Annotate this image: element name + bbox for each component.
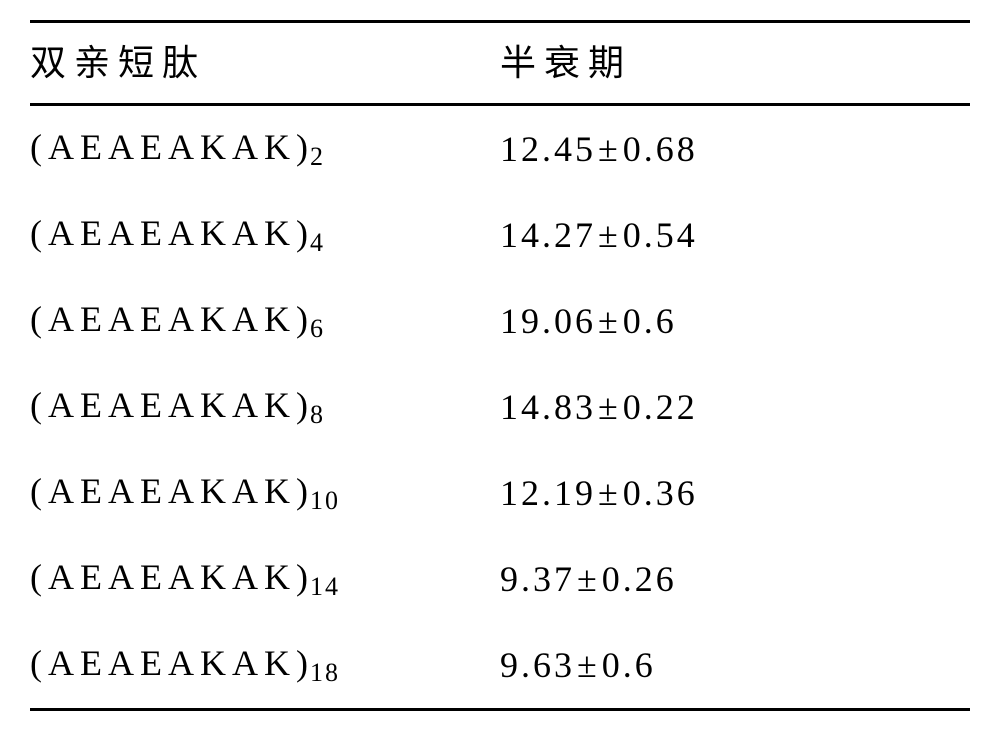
peptide-cell: (AEAEAKAK)14 bbox=[30, 536, 500, 622]
peptide-cell: (AEAEAKAK)6 bbox=[30, 278, 500, 364]
peptide-cell: (AEAEAKAK)10 bbox=[30, 450, 500, 536]
peptide-halflife-table-container: 双亲短肽 半衰期 (AEAEAKAK)2 12.45±0.68 (AEAEAKA… bbox=[0, 0, 1000, 741]
peptide-cell: (AEAEAKAK)4 bbox=[30, 192, 500, 278]
halflife-mean: 19.06 bbox=[500, 301, 596, 341]
peptide-base-text: (AEAEAKAK) bbox=[30, 385, 314, 425]
peptide-base-text: (AEAEAKAK) bbox=[30, 127, 314, 167]
table-row: (AEAEAKAK)14 9.37±0.26 bbox=[30, 536, 970, 622]
halflife-mean: 9.63 bbox=[500, 645, 575, 685]
table-row: (AEAEAKAK)6 19.06±0.6 bbox=[30, 278, 970, 364]
plus-minus-icon: ± bbox=[596, 194, 623, 276]
halflife-sd: 0.36 bbox=[623, 473, 698, 513]
plus-minus-icon: ± bbox=[596, 452, 623, 534]
peptide-subscript: 6 bbox=[310, 314, 325, 343]
table-header-row: 双亲短肽 半衰期 bbox=[30, 22, 970, 105]
plus-minus-icon: ± bbox=[596, 280, 623, 362]
peptide-halflife-table: 双亲短肽 半衰期 (AEAEAKAK)2 12.45±0.68 (AEAEAKA… bbox=[30, 20, 970, 711]
halflife-cell: 9.37±0.26 bbox=[500, 536, 970, 622]
halflife-mean: 12.45 bbox=[500, 129, 596, 169]
halflife-cell: 12.45±0.68 bbox=[500, 105, 970, 193]
halflife-cell: 12.19±0.36 bbox=[500, 450, 970, 536]
column-header-peptide: 双亲短肽 bbox=[30, 22, 500, 105]
halflife-cell: 14.83±0.22 bbox=[500, 364, 970, 450]
halflife-sd: 0.26 bbox=[602, 559, 677, 599]
peptide-base-text: (AEAEAKAK) bbox=[30, 557, 314, 597]
halflife-mean: 12.19 bbox=[500, 473, 596, 513]
table-row: (AEAEAKAK)10 12.19±0.36 bbox=[30, 450, 970, 536]
plus-minus-icon: ± bbox=[596, 108, 623, 190]
table-body: (AEAEAKAK)2 12.45±0.68 (AEAEAKAK)4 14.27… bbox=[30, 105, 970, 710]
plus-minus-icon: ± bbox=[575, 538, 602, 620]
halflife-sd: 0.54 bbox=[623, 215, 698, 255]
peptide-base-text: (AEAEAKAK) bbox=[30, 643, 314, 683]
peptide-subscript: 18 bbox=[310, 658, 340, 687]
halflife-mean: 9.37 bbox=[500, 559, 575, 599]
halflife-sd: 0.6 bbox=[623, 301, 677, 341]
peptide-base-text: (AEAEAKAK) bbox=[30, 299, 314, 339]
halflife-cell: 9.63±0.6 bbox=[500, 622, 970, 710]
halflife-sd: 0.68 bbox=[623, 129, 698, 169]
halflife-mean: 14.27 bbox=[500, 215, 596, 255]
peptide-base-text: (AEAEAKAK) bbox=[30, 471, 314, 511]
peptide-subscript: 4 bbox=[310, 228, 325, 257]
peptide-cell: (AEAEAKAK)18 bbox=[30, 622, 500, 710]
halflife-cell: 14.27±0.54 bbox=[500, 192, 970, 278]
table-row: (AEAEAKAK)2 12.45±0.68 bbox=[30, 105, 970, 193]
table-row: (AEAEAKAK)4 14.27±0.54 bbox=[30, 192, 970, 278]
peptide-cell: (AEAEAKAK)2 bbox=[30, 105, 500, 193]
peptide-subscript: 2 bbox=[310, 142, 325, 171]
plus-minus-icon: ± bbox=[575, 624, 602, 706]
halflife-sd: 0.22 bbox=[623, 387, 698, 427]
peptide-cell: (AEAEAKAK)8 bbox=[30, 364, 500, 450]
column-header-halflife: 半衰期 bbox=[500, 22, 970, 105]
halflife-cell: 19.06±0.6 bbox=[500, 278, 970, 364]
peptide-subscript: 14 bbox=[310, 572, 340, 601]
halflife-sd: 0.6 bbox=[602, 645, 656, 685]
plus-minus-icon: ± bbox=[596, 366, 623, 448]
peptide-base-text: (AEAEAKAK) bbox=[30, 213, 314, 253]
table-row: (AEAEAKAK)18 9.63±0.6 bbox=[30, 622, 970, 710]
peptide-subscript: 8 bbox=[310, 400, 325, 429]
table-row: (AEAEAKAK)8 14.83±0.22 bbox=[30, 364, 970, 450]
halflife-mean: 14.83 bbox=[500, 387, 596, 427]
peptide-subscript: 10 bbox=[310, 486, 340, 515]
